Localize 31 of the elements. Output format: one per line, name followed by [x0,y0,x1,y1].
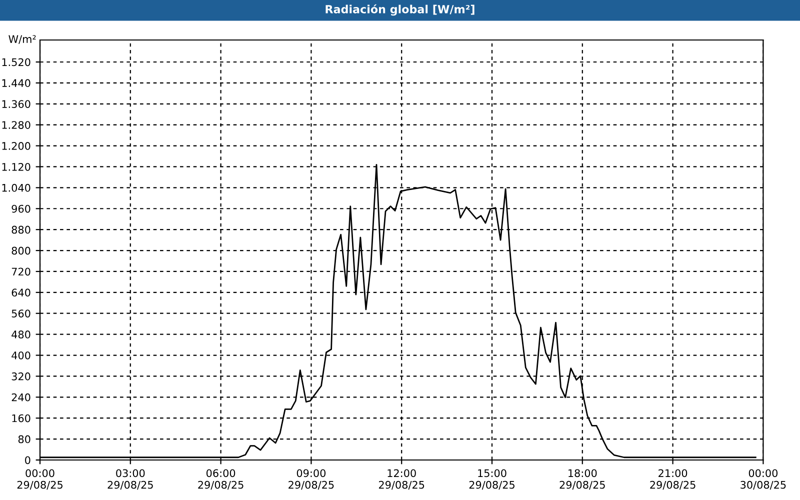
x-tick-label: 18:00 29/08/25 [560,469,605,490]
y-tick-label: 1.120 [2,162,30,171]
y-tick-label: 240 [12,393,30,402]
y-tick-label: 80 [18,435,30,444]
y-tick-label: 160 [12,414,30,422]
y-tick-label: 720 [12,268,30,276]
y-axis-title: W/m² [8,35,36,44]
y-tick-label: 480 [12,330,30,338]
y-tick-label: 1.360 [2,100,30,108]
y-tick-label: 0 [25,456,30,464]
x-tick-label: 06:00 29/08/25 [198,469,244,490]
y-tick-label: 800 [12,246,30,255]
y-tick-label: 320 [12,372,30,380]
x-tick-label: 21:00 29/08/25 [650,469,696,490]
y-tick-label: 1.280 [2,121,30,129]
y-tick-label: 1.200 [2,142,30,150]
x-tick-label: 12:00 29/08/25 [378,469,424,490]
x-tick-label: 09:00 29/08/25 [288,469,334,490]
x-tick-label: 15:00 29/08/25 [469,469,514,490]
y-tick-label: 1.040 [2,184,30,192]
x-tick-label: 00:00 29/08/25 [17,469,62,490]
y-tick-label: 400 [12,351,30,360]
y-tick-label: 1.440 [2,79,30,88]
y-tick-label: 1.520 [2,58,30,66]
y-tick-label: 880 [12,226,30,234]
y-tick-label: 960 [12,204,30,213]
y-tick-label: 560 [12,310,30,318]
y-tick-label: 640 [12,288,30,297]
x-tick-label: 00:00 30/08/25 [740,469,786,490]
x-tick-label: 03:00 29/08/25 [108,469,153,490]
chart-title: Radiación global [W/m²] [326,4,474,16]
